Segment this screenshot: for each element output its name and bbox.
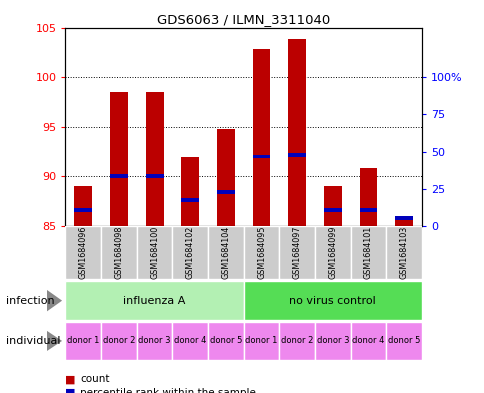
Text: influenza A: influenza A <box>123 296 185 306</box>
Bar <box>394 216 412 220</box>
Bar <box>110 174 128 178</box>
Text: GSM1684104: GSM1684104 <box>221 226 230 279</box>
Bar <box>243 322 279 360</box>
Bar <box>359 169 377 226</box>
Bar <box>110 92 128 226</box>
Bar <box>279 322 314 360</box>
Bar <box>350 322 385 360</box>
Bar <box>172 226 208 279</box>
Text: GSM1684103: GSM1684103 <box>399 226 408 279</box>
Bar <box>74 186 92 226</box>
Bar <box>359 208 377 212</box>
Bar <box>394 216 412 226</box>
Bar <box>65 281 243 320</box>
Bar <box>74 208 92 212</box>
Bar <box>243 226 279 279</box>
Text: GSM1684100: GSM1684100 <box>150 226 159 279</box>
Bar <box>136 322 172 360</box>
Text: GSM1684097: GSM1684097 <box>292 226 301 279</box>
Text: donor 2: donor 2 <box>280 336 313 345</box>
Text: no virus control: no virus control <box>289 296 376 306</box>
Text: ■: ■ <box>65 374 76 384</box>
Text: donor 3: donor 3 <box>138 336 170 345</box>
Text: donor 1: donor 1 <box>245 336 277 345</box>
Text: infection: infection <box>6 296 55 306</box>
Text: GSM1684098: GSM1684098 <box>114 226 123 279</box>
Bar <box>350 226 385 279</box>
Bar <box>314 322 350 360</box>
Bar <box>172 322 208 360</box>
Bar <box>145 174 163 178</box>
Bar <box>385 322 421 360</box>
Text: GSM1684095: GSM1684095 <box>257 226 266 279</box>
Bar <box>287 152 305 156</box>
Polygon shape <box>46 290 62 312</box>
Bar <box>323 208 341 212</box>
Title: GDS6063 / ILMN_3311040: GDS6063 / ILMN_3311040 <box>157 13 330 26</box>
Text: percentile rank within the sample: percentile rank within the sample <box>80 388 256 393</box>
Bar <box>145 92 163 226</box>
Bar <box>136 226 172 279</box>
Bar <box>314 226 350 279</box>
Bar <box>216 190 234 194</box>
Text: ■: ■ <box>65 388 76 393</box>
Bar <box>208 322 243 360</box>
Bar <box>252 154 270 158</box>
Bar <box>287 39 305 226</box>
Bar <box>252 50 270 226</box>
Text: donor 2: donor 2 <box>103 336 135 345</box>
Text: GSM1684099: GSM1684099 <box>328 226 337 279</box>
Bar <box>385 226 421 279</box>
Text: donor 1: donor 1 <box>67 336 99 345</box>
Polygon shape <box>46 331 62 351</box>
Text: donor 3: donor 3 <box>316 336 348 345</box>
Text: donor 5: donor 5 <box>209 336 242 345</box>
Bar <box>181 198 199 202</box>
Text: count: count <box>80 374 109 384</box>
Text: individual: individual <box>6 336 60 346</box>
Bar <box>101 322 136 360</box>
Bar <box>243 281 421 320</box>
Bar <box>65 322 101 360</box>
Bar <box>323 186 341 226</box>
Text: GSM1684102: GSM1684102 <box>185 226 195 279</box>
Bar <box>216 129 234 226</box>
Bar <box>279 226 314 279</box>
Text: GSM1684101: GSM1684101 <box>363 226 372 279</box>
Text: donor 4: donor 4 <box>351 336 384 345</box>
Bar <box>65 226 101 279</box>
Text: donor 4: donor 4 <box>174 336 206 345</box>
Bar <box>208 226 243 279</box>
Bar <box>101 226 136 279</box>
Text: GSM1684096: GSM1684096 <box>78 226 88 279</box>
Bar <box>181 156 199 226</box>
Text: donor 5: donor 5 <box>387 336 420 345</box>
